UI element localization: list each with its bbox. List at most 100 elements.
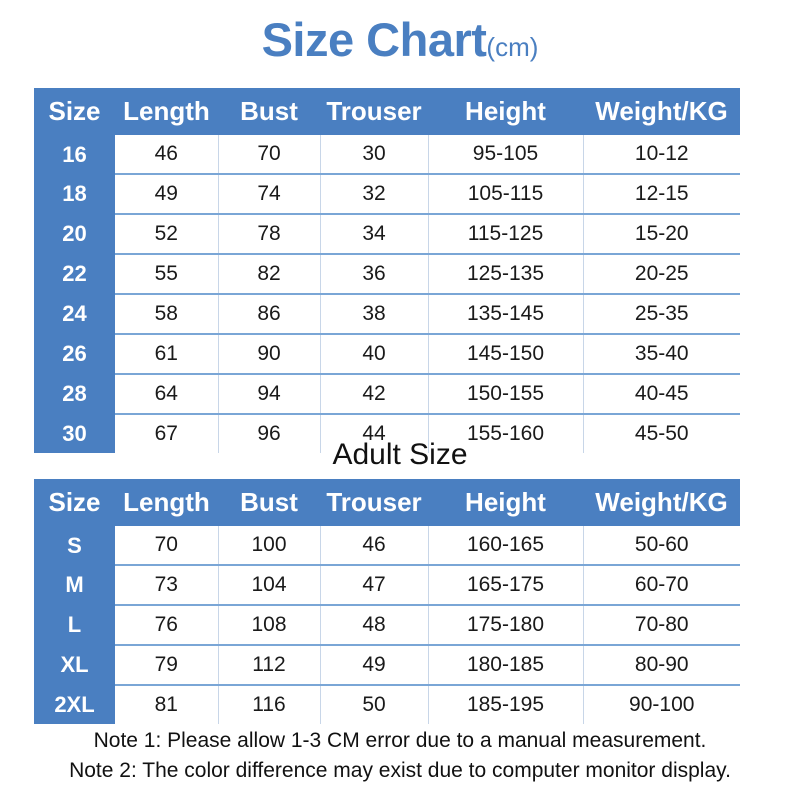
cell-size: 16	[34, 135, 115, 174]
cell-length: 73	[115, 564, 219, 605]
cell-weight: 15-20	[583, 213, 740, 254]
cell-bust: 116	[218, 684, 321, 724]
cell-trouser: 32	[320, 173, 429, 214]
table-header-row: Size Length Bust Trouser Height Weight/K…	[34, 479, 740, 526]
cell-bust: 96	[218, 413, 321, 453]
column-header-trouser: Trouser	[320, 88, 428, 135]
cell-bust: 82	[218, 253, 321, 294]
cell-trouser: 30	[320, 135, 429, 174]
cell-length: 67	[115, 413, 219, 453]
cell-height: 115-125	[428, 213, 584, 254]
table-row: 24 58 86 38 135-145 25-35	[34, 293, 740, 334]
cell-height: 175-180	[428, 604, 584, 645]
column-header-size: Size	[34, 479, 115, 526]
cell-trouser: 42	[320, 373, 429, 414]
cell-trouser: 48	[320, 604, 429, 645]
cell-bust: 70	[218, 135, 321, 174]
cell-height: 105-115	[428, 173, 584, 214]
table-row: L 76 108 48 175-180 70-80	[34, 604, 740, 645]
cell-size: 30	[34, 414, 115, 453]
cell-trouser: 49	[320, 644, 429, 685]
cell-length: 81	[115, 684, 219, 724]
cell-height: 155-160	[428, 413, 584, 453]
cell-size: XL	[34, 645, 115, 685]
cell-height: 95-105	[428, 135, 584, 174]
column-header-weight: Weight/KG	[583, 88, 740, 135]
table-row: 22 55 82 36 125-135 20-25	[34, 253, 740, 294]
cell-trouser: 47	[320, 564, 429, 605]
cell-size: 24	[34, 294, 115, 334]
table-row: 18 49 74 32 105-115 12-15	[34, 173, 740, 214]
cell-length: 70	[115, 526, 219, 565]
page-title-main: Size Chart	[261, 13, 487, 66]
cell-size: 2XL	[34, 685, 115, 724]
table-row: 2XL 81 116 50 185-195 90-100	[34, 684, 740, 724]
cell-height: 180-185	[428, 644, 584, 685]
cell-size: 28	[34, 374, 115, 414]
cell-height: 125-135	[428, 253, 584, 294]
cell-trouser: 36	[320, 253, 429, 294]
column-header-bust: Bust	[218, 479, 320, 526]
cell-bust: 100	[218, 526, 321, 565]
cell-height: 160-165	[428, 526, 584, 565]
cell-size: L	[34, 605, 115, 645]
cell-bust: 86	[218, 293, 321, 334]
note-line-1: Note 1: Please allow 1-3 CM error due to…	[93, 729, 707, 752]
table-header-row: Size Length Bust Trouser Height Weight/K…	[34, 88, 740, 135]
table-row: 20 52 78 34 115-125 15-20	[34, 213, 740, 254]
cell-weight: 35-40	[583, 333, 740, 374]
cell-height: 185-195	[428, 684, 584, 724]
cell-weight: 60-70	[583, 564, 740, 605]
cell-bust: 74	[218, 173, 321, 214]
page-title: Size Chart(cm)	[0, 12, 800, 67]
table-row: 28 64 94 42 150-155 40-45	[34, 373, 740, 414]
cell-length: 55	[115, 253, 219, 294]
cell-weight: 10-12	[583, 135, 740, 174]
table-row: M 73 104 47 165-175 60-70	[34, 564, 740, 605]
cell-bust: 104	[218, 564, 321, 605]
cell-weight: 45-50	[583, 413, 740, 453]
cell-size: 22	[34, 254, 115, 294]
cell-weight: 50-60	[583, 526, 740, 565]
column-header-height: Height	[428, 88, 583, 135]
cell-length: 61	[115, 333, 219, 374]
table-row: 26 61 90 40 145-150 35-40	[34, 333, 740, 374]
cell-height: 135-145	[428, 293, 584, 334]
cell-trouser: 50	[320, 684, 429, 724]
kids-table-body: 16 46 70 30 95-105 10-12 18 49 74 32 105-115 12-15 2…	[34, 135, 740, 453]
note-line-2: Note 2: The color difference may exist d…	[69, 759, 731, 782]
cell-bust: 90	[218, 333, 321, 374]
cell-bust: 112	[218, 644, 321, 685]
cell-trouser: 46	[320, 526, 429, 565]
column-header-length: Length	[115, 88, 218, 135]
table-row: 16 46 70 30 95-105 10-12	[34, 135, 740, 174]
table-row: S 70 100 46 160-165 50-60	[34, 526, 740, 565]
table-row: 30 67 96 44 155-160 45-50	[34, 413, 740, 453]
cell-weight: 70-80	[583, 604, 740, 645]
cell-length: 49	[115, 173, 219, 214]
adult-table-body: S 70 100 46 160-165 50-60 M 73 104 47 165-175 60-70…	[34, 526, 740, 724]
cell-height: 150-155	[428, 373, 584, 414]
cell-trouser: 44	[320, 413, 429, 453]
cell-length: 64	[115, 373, 219, 414]
column-header-size: Size	[34, 88, 115, 135]
cell-trouser: 34	[320, 213, 429, 254]
cell-trouser: 40	[320, 333, 429, 374]
cell-length: 52	[115, 213, 219, 254]
cell-trouser: 38	[320, 293, 429, 334]
cell-weight: 80-90	[583, 644, 740, 685]
column-header-trouser: Trouser	[320, 479, 428, 526]
cell-size: 26	[34, 334, 115, 374]
cell-size: S	[34, 526, 115, 565]
column-header-length: Length	[115, 479, 218, 526]
cell-weight: 20-25	[583, 253, 740, 294]
column-header-weight: Weight/KG	[583, 479, 740, 526]
cell-weight: 40-45	[583, 373, 740, 414]
adult-size-label: Adult Size	[332, 438, 468, 471]
column-header-height: Height	[428, 479, 583, 526]
cell-size: M	[34, 565, 115, 605]
cell-height: 145-150	[428, 333, 584, 374]
table-row: XL 79 112 49 180-185 80-90	[34, 644, 740, 685]
page-title-unit: (cm)	[486, 32, 539, 62]
